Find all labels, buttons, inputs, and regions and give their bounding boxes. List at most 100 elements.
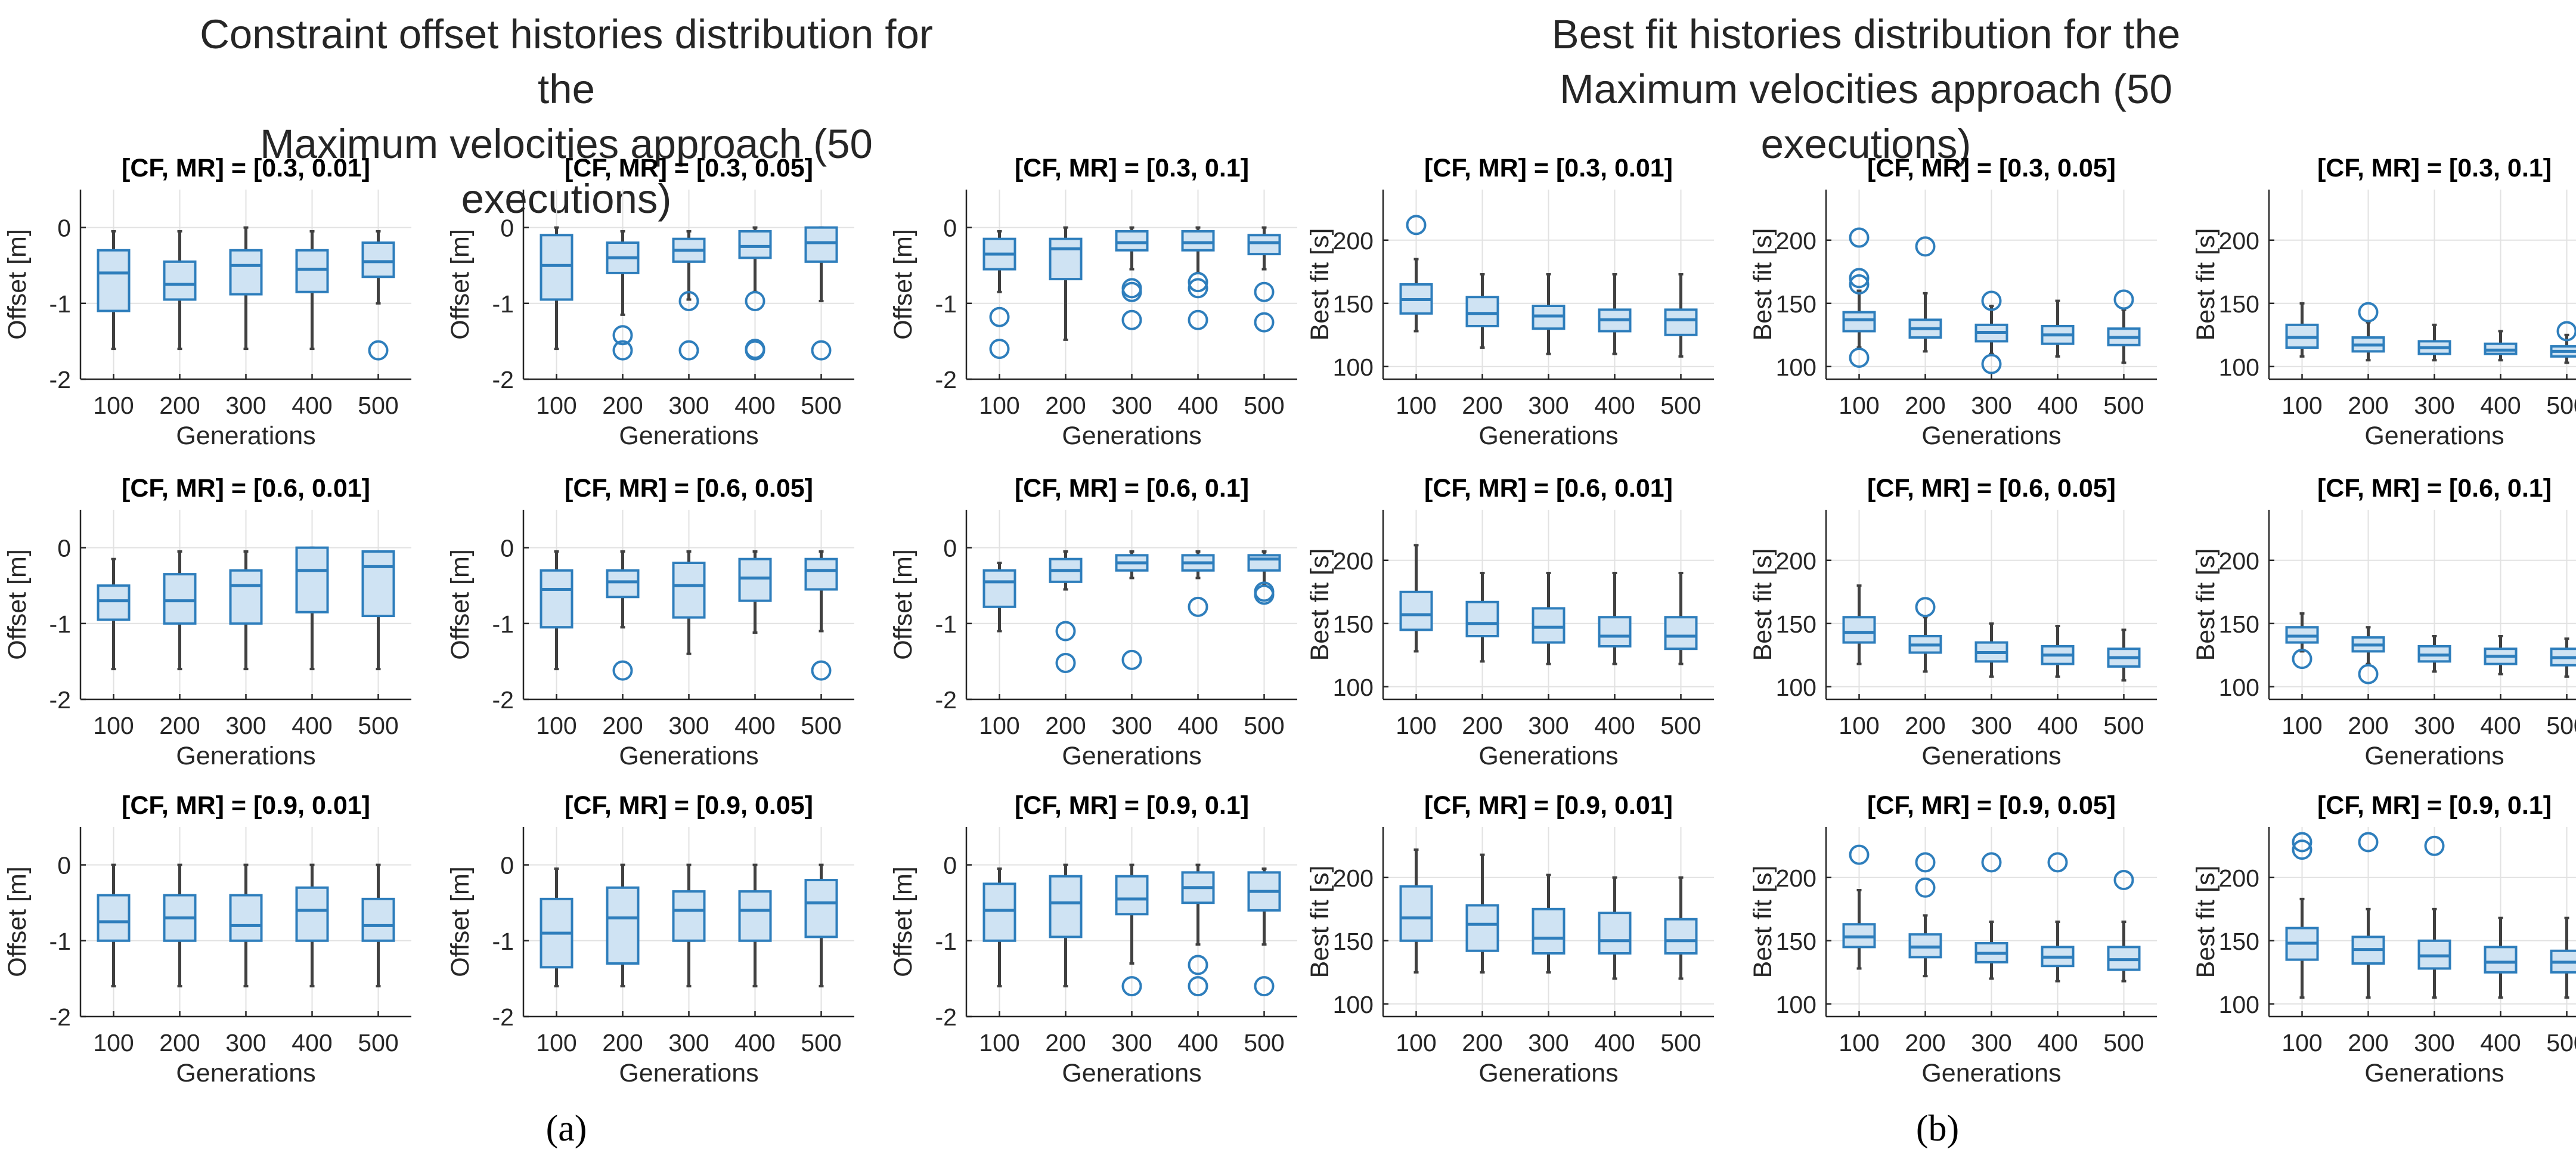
y-tick-label: 200 <box>2219 547 2259 575</box>
y-axis-label: Best fit [s] <box>1749 866 1777 978</box>
y-tick-label: 200 <box>1333 227 1374 255</box>
subplot-title: [CF, MR] = [0.9, 0.05] <box>565 791 813 820</box>
subplot-title: [CF, MR] = [0.3, 0.05] <box>565 154 813 182</box>
outlier-point <box>678 290 699 311</box>
subplot-b-3: 100 150 200 100 200 300 400 500 [CF, MR] = [0.3,… <box>2191 154 2576 450</box>
y-tick-label: -1 <box>935 611 957 638</box>
box <box>1115 875 1149 916</box>
outlier-point <box>1188 976 1208 997</box>
outlier-point <box>1121 309 1142 330</box>
x-axis-label: Generations <box>1921 742 2061 770</box>
x-tick-label: 300 <box>2414 712 2454 739</box>
y-tick-label: -1 <box>492 611 514 638</box>
x-tick-label: 400 <box>292 1029 332 1056</box>
outlier-point <box>745 340 765 361</box>
x-tick-label: 200 <box>1462 712 1502 739</box>
y-tick-label: 100 <box>2219 991 2259 1018</box>
subplot-a-2: -2 -1 0 100 200 300 400 500 [CF, MR] = [0.3, 0.0… <box>446 154 854 450</box>
y-axis-label: Offset [m] <box>446 549 475 660</box>
x-axis-label: Generations <box>619 422 758 450</box>
x-tick-label: 500 <box>2103 392 2144 419</box>
outlier-point <box>2047 852 2068 873</box>
x-tick-label: 200 <box>159 392 200 419</box>
outlier-point <box>811 660 832 681</box>
box <box>163 573 197 625</box>
y-axis-label: Offset [m] <box>3 229 32 340</box>
box <box>295 886 329 942</box>
box <box>1664 918 1698 955</box>
box <box>606 569 640 599</box>
y-tick-label: -2 <box>492 366 514 394</box>
x-tick-label: 500 <box>1660 1029 1701 1056</box>
box <box>1465 600 1499 638</box>
box <box>163 260 197 301</box>
x-tick-label: 500 <box>358 1029 398 1056</box>
box <box>97 894 131 942</box>
y-tick-label: 0 <box>943 852 957 879</box>
outlier-point <box>1188 309 1208 330</box>
outlier-point <box>1981 852 2002 873</box>
x-axis-label: Generations <box>176 1059 315 1087</box>
y-tick-label: 200 <box>1776 227 1816 255</box>
x-tick-label: 400 <box>1594 1029 1635 1056</box>
y-tick-label: 150 <box>2219 928 2259 955</box>
x-tick-label: 200 <box>1045 712 1086 739</box>
y-tick-label: 0 <box>500 852 514 879</box>
x-tick-label: 100 <box>93 712 134 739</box>
x-tick-label: 300 <box>225 1029 266 1056</box>
y-axis-label: Best fit [s] <box>1749 228 1777 341</box>
subplot-a-9: -2 -1 0 100 200 300 400 500 [CF, MR] = [0.9, 0.1… <box>889 791 1297 1087</box>
y-tick-label: 100 <box>1776 991 1816 1018</box>
y-axis-label: Best fit [s] <box>1306 228 1334 341</box>
x-tick-label: 300 <box>2414 392 2454 419</box>
x-tick-label: 100 <box>536 392 576 419</box>
box <box>1399 885 1433 942</box>
subplot-title: [CF, MR] = [0.9, 0.01] <box>122 791 370 820</box>
y-axis-label: Offset [m] <box>3 866 32 977</box>
outlier-point <box>612 340 633 361</box>
x-tick-label: 100 <box>536 712 576 739</box>
y-tick-label: 200 <box>1776 547 1816 575</box>
x-tick-label: 100 <box>979 1029 1019 1056</box>
x-tick-label: 100 <box>1839 392 1879 419</box>
outlier-point <box>2292 832 2312 853</box>
outlier-point <box>2358 664 2379 684</box>
outlier-point <box>1406 215 1427 236</box>
outlier-point <box>1188 596 1208 617</box>
y-tick-label: 0 <box>57 215 71 242</box>
outlier-point <box>1915 877 1936 898</box>
x-tick-label: 100 <box>1396 1029 1436 1056</box>
subplot-a-4: -2 -1 0 100 200 300 400 500 [CF, MR] = [0.6, 0.0… <box>3 474 411 770</box>
x-axis-label: Generations <box>1062 742 1201 770</box>
y-tick-label: -1 <box>49 611 71 638</box>
x-axis-label: Generations <box>1062 422 1201 450</box>
x-axis-label: Generations <box>176 742 315 770</box>
x-tick-label: 300 <box>2414 1029 2454 1056</box>
outlier-point <box>1915 852 1936 873</box>
subplot-b-2: 100 150 200 100 200 300 400 500 [CF, MR] = [0.3,… <box>1749 154 2157 450</box>
right-figure-title: Best fit histories distribution for the … <box>1478 7 2253 172</box>
subplot-title: [CF, MR] = [0.3, 0.01] <box>1424 154 1673 182</box>
y-tick-label: 150 <box>1333 611 1374 638</box>
subplot-b-4: 100 150 200 100 200 300 400 500 [CF, MR] = [0.6,… <box>1306 474 1714 770</box>
box <box>1399 590 1433 631</box>
x-axis-label: Generations <box>1921 422 2061 450</box>
box <box>982 569 1016 608</box>
box <box>1049 237 1083 281</box>
y-axis-label: Best fit [s] <box>1306 549 1334 661</box>
x-tick-label: 200 <box>1045 1029 1086 1056</box>
x-tick-label: 100 <box>1396 392 1436 419</box>
subplot-title: [CF, MR] = [0.9, 0.1] <box>2317 791 2552 820</box>
box <box>97 584 131 621</box>
outlier-point <box>1849 274 1870 295</box>
y-tick-label: 100 <box>2219 674 2259 701</box>
subplot-a-3: -2 -1 0 100 200 300 400 500 [CF, MR] = [0.3, 0.1… <box>889 154 1297 450</box>
x-tick-label: 100 <box>2281 712 2322 739</box>
y-tick-label: 100 <box>1333 991 1374 1018</box>
box <box>1181 230 1215 252</box>
box <box>1664 308 1698 336</box>
subplot-title: [CF, MR] = [0.6, 0.05] <box>565 474 813 503</box>
outlier-point <box>1849 268 1870 289</box>
subplot-title: [CF, MR] = [0.9, 0.1] <box>1015 791 1249 820</box>
